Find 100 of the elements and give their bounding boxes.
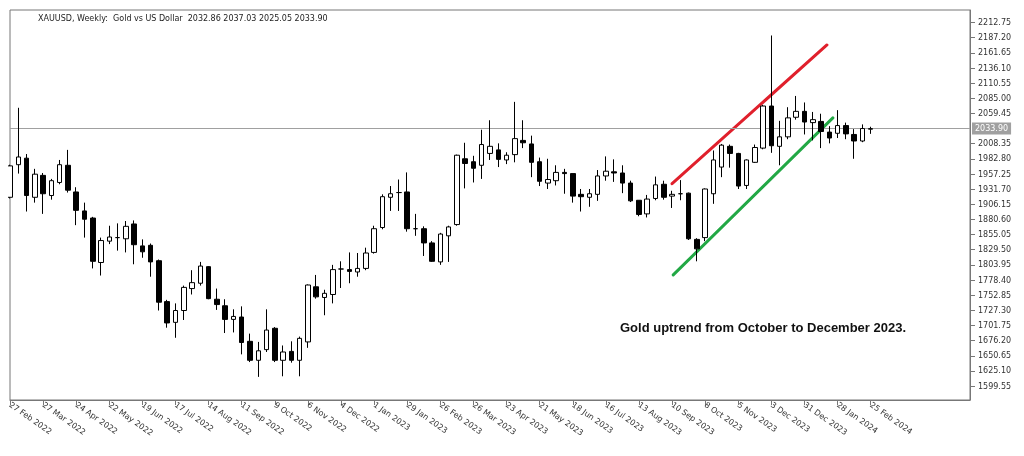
candlestick [305, 283, 311, 349]
candlestick [512, 101, 518, 163]
candlestick [380, 193, 385, 230]
candlestick [702, 187, 708, 242]
candlestick [388, 185, 393, 212]
candlestick [446, 225, 451, 263]
candlestick [297, 336, 302, 377]
candlestick [222, 298, 228, 334]
candlestick [545, 158, 551, 190]
candlestick [115, 222, 120, 252]
candlestick [313, 274, 319, 300]
candlestick [496, 142, 501, 168]
candlestick [802, 101, 807, 135]
y-tick-label: 2085.00 [978, 93, 1012, 103]
candlestick [752, 144, 758, 164]
candlestick [272, 326, 278, 363]
y-tick-label: 1906.15 [978, 199, 1012, 209]
candlestick [595, 169, 600, 202]
candlestick [860, 123, 865, 143]
y-tick-label: 1752.85 [978, 290, 1012, 300]
candlestick [851, 128, 857, 160]
y-tick-label: 1982.80 [978, 154, 1012, 164]
candlestick [818, 113, 824, 149]
candlestick [785, 106, 791, 140]
candlestick [421, 225, 427, 257]
candlestick [711, 149, 716, 205]
y-tick-label: 1778.40 [978, 275, 1012, 285]
candlestick [322, 289, 327, 316]
y-tick-label: 1855.05 [978, 230, 1012, 240]
candlestick [462, 142, 468, 189]
y-tick-label: 2161.65 [978, 48, 1012, 58]
candlestick [669, 190, 675, 209]
y-tick-label: 2110.55 [978, 78, 1012, 88]
candlestick [644, 194, 650, 218]
chart-title: XAUUSD, Weekly: Gold vs US Dollar 2032.86 2037.03 2025.05 2033.90 [38, 13, 328, 23]
candlestick [82, 202, 87, 239]
candlestick [57, 159, 62, 185]
candlestick [231, 308, 236, 333]
candlestick [578, 188, 584, 213]
candlestick [694, 237, 700, 262]
candlestick [247, 333, 253, 363]
candlestick [413, 213, 418, 237]
candlestick [98, 237, 104, 277]
candlestick [520, 119, 526, 149]
candlestick [777, 120, 782, 166]
candlestick [173, 302, 178, 339]
candlestick [653, 176, 658, 201]
y-tick-label: 1957.25 [978, 169, 1012, 179]
y-tick-label: 1650.65 [978, 351, 1012, 361]
candlestick [16, 107, 21, 175]
candlestick [239, 305, 244, 355]
candlestick [628, 180, 633, 203]
y-tick-label: 2212.75 [978, 18, 1012, 28]
candlestick [793, 95, 799, 121]
ref-line-label: 2033.90 [975, 124, 1009, 134]
candlestick [553, 164, 559, 186]
y-tick-label: 2008.35 [978, 139, 1012, 149]
candlestick [256, 341, 261, 378]
candlestick [280, 344, 286, 377]
candlestick [587, 188, 592, 208]
candlestick [140, 238, 145, 259]
candlestick [396, 179, 402, 212]
y-tick-label: 1701.75 [978, 320, 1012, 330]
candlestick [727, 144, 733, 169]
candlestick [330, 264, 336, 304]
y-tick-label: 1727.30 [978, 305, 1012, 315]
candlestick [471, 155, 476, 183]
y-tick-label: 1880.60 [978, 214, 1012, 224]
candlestick [90, 216, 96, 269]
candlestick [164, 299, 170, 329]
candlestick [24, 153, 29, 213]
y-tick-label: 2059.45 [978, 108, 1012, 118]
candlestick [338, 260, 344, 289]
candlestick [760, 104, 766, 150]
candlestick [620, 164, 625, 194]
candlestick [65, 149, 71, 194]
candlestick [181, 285, 187, 321]
candlestick [40, 172, 46, 215]
candlestick [454, 154, 460, 227]
candlestick [123, 220, 129, 253]
y-tick-label: 1625.10 [978, 366, 1012, 376]
y-tick-label: 2136.10 [978, 63, 1012, 73]
candlestick [289, 340, 294, 364]
candlestick [429, 240, 435, 263]
annotation: Gold uptrend from October to December 2023. [620, 320, 907, 335]
candlestick [363, 247, 369, 271]
candlestick [661, 180, 667, 201]
candlestick [678, 179, 683, 201]
candlestick [214, 288, 220, 311]
y-tick-label: 1599.55 [978, 381, 1012, 391]
candlestick [206, 265, 211, 300]
candlestick [8, 164, 13, 199]
candlestick [479, 129, 484, 180]
candlestick [49, 178, 54, 201]
candlestick [827, 125, 832, 144]
candlestick [835, 109, 840, 139]
candlestick [355, 252, 360, 278]
candlestick [562, 168, 567, 195]
y-tick-label: 1803.95 [978, 260, 1012, 270]
candlestick [868, 126, 873, 135]
